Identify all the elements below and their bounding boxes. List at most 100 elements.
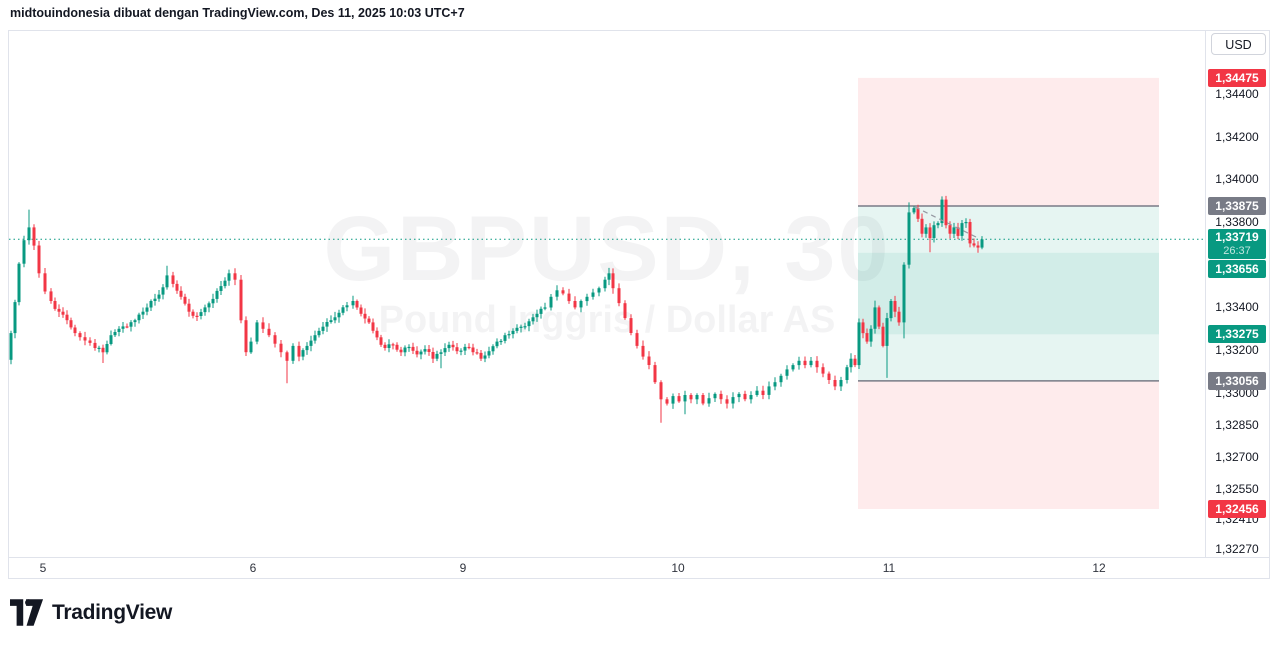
price-level-badge: 1,33275 [1208, 325, 1266, 344]
candle [912, 206, 916, 215]
candle [101, 344, 105, 363]
candle [423, 345, 427, 355]
candle [827, 371, 831, 384]
price-axis-label: 1,32700 [1215, 449, 1259, 464]
candle [199, 308, 203, 320]
candle [519, 324, 523, 333]
candle [737, 392, 741, 403]
candle [579, 299, 583, 313]
candle [885, 312, 889, 378]
price-axis-label: 1,32550 [1215, 481, 1259, 496]
candle [379, 334, 383, 347]
candle [897, 306, 901, 326]
candle [902, 262, 906, 339]
candle [191, 309, 195, 319]
candle [145, 303, 149, 316]
candle [203, 304, 207, 316]
candle [839, 376, 843, 391]
price-level-badge: 1,33875 [1208, 197, 1266, 215]
candle [549, 294, 553, 311]
candle [227, 269, 231, 286]
time-axis-label: 6 [249, 561, 257, 575]
price-axis-label: 1,33200 [1215, 343, 1259, 358]
candle [499, 339, 503, 345]
candle [27, 209, 31, 245]
price-axis-label: 1,34200 [1215, 129, 1259, 144]
candle [607, 267, 611, 286]
candle [503, 332, 507, 344]
candle [179, 286, 183, 300]
candle [447, 341, 451, 352]
candle [391, 342, 395, 350]
candle [731, 392, 735, 409]
candle [665, 397, 669, 406]
price-scale-separator [1205, 31, 1206, 557]
candle [337, 309, 341, 323]
candle [791, 363, 795, 372]
candle [479, 350, 483, 361]
attribution-text: midtouindonesia dibuat dengan TradingVie… [10, 6, 465, 20]
candle [273, 332, 277, 348]
candle [435, 350, 439, 362]
candle [853, 355, 857, 368]
candle [527, 318, 531, 332]
candle [157, 290, 161, 302]
price-scale[interactable]: 1,34400 1,34200 1,34000 1,33800 1,33400 1,332… [1206, 31, 1269, 557]
candle [305, 342, 309, 355]
candle [893, 295, 897, 318]
zone [858, 252, 1159, 335]
currency-button[interactable]: USD [1211, 33, 1266, 55]
price-level-badge: 1,32456 [1208, 500, 1266, 518]
candle [297, 341, 301, 362]
candle [43, 268, 47, 295]
candle [877, 305, 881, 330]
candle [719, 390, 723, 404]
candle [129, 320, 133, 332]
candle [345, 302, 349, 312]
candle [629, 314, 633, 336]
candle [431, 347, 435, 363]
candle [869, 325, 873, 347]
candle [121, 322, 125, 333]
candle [451, 340, 455, 351]
candle [507, 330, 511, 339]
candle [815, 356, 819, 373]
candle [611, 268, 615, 294]
candle [371, 318, 375, 334]
candle [980, 236, 984, 250]
candle [561, 287, 565, 296]
tradingview-logo[interactable]: TradingView [10, 599, 172, 626]
position-zones [858, 77, 1159, 509]
candle [211, 293, 215, 308]
time-axis-label: 5 [39, 561, 47, 575]
candle [53, 297, 57, 311]
candle [375, 327, 379, 341]
candle [623, 300, 627, 320]
candle [779, 373, 783, 387]
candle [165, 265, 169, 290]
candle [932, 221, 936, 243]
candle [407, 344, 411, 352]
candle [964, 218, 968, 228]
candle [635, 329, 639, 349]
candle [677, 393, 681, 403]
candle [535, 309, 539, 322]
candle [17, 262, 21, 306]
candle [301, 348, 305, 361]
candle [367, 316, 371, 324]
candle [803, 356, 807, 369]
candle [940, 196, 944, 227]
candle [37, 241, 41, 278]
candle [261, 317, 265, 333]
candle [22, 235, 26, 268]
candle [415, 346, 419, 358]
candle [743, 390, 747, 402]
trendline [914, 206, 979, 239]
candle [956, 222, 960, 240]
candle [125, 323, 129, 329]
candle [383, 342, 387, 351]
candle [936, 221, 940, 229]
candle [972, 238, 976, 248]
time-scale[interactable]: 5 6 9 10 11 12 [9, 558, 1269, 580]
zone [858, 334, 1159, 381]
